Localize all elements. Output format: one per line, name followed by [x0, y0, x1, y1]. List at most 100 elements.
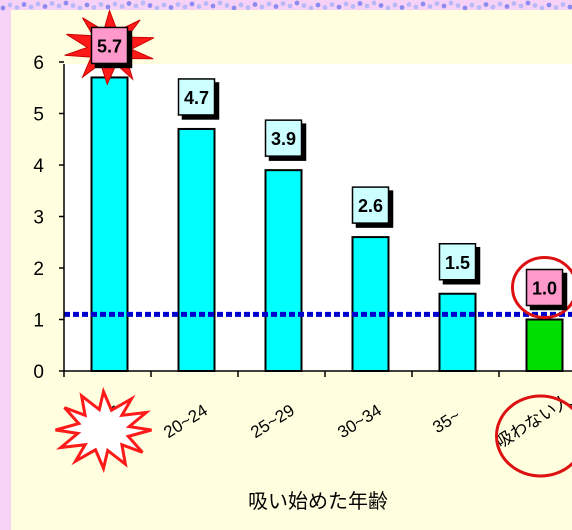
border-dot: [511, 1, 517, 6]
border-dot: [35, 1, 41, 7]
border-dot: [350, 4, 356, 9]
border-dot: [238, 2, 244, 8]
border-dot: [455, 3, 461, 8]
border-dot: [203, 1, 209, 6]
border-dot: [21, 2, 27, 7]
border-dot: [91, 5, 97, 10]
border-dot: [105, 4, 111, 10]
bar-5: [525, 318, 564, 372]
data-label-box: [90, 26, 129, 65]
border-dot: [336, 4, 342, 10]
border-dot: [175, 2, 181, 7]
border-dot: [364, 3, 370, 9]
border-dot: [7, 2, 13, 8]
border-dot: [315, 2, 321, 8]
border-dot: [483, 2, 489, 7]
border-dot: [546, 2, 552, 8]
border-dot: [147, 3, 153, 8]
border-dot: [42, 4, 48, 9]
plot-area: [64, 64, 572, 371]
border-dot: [154, 5, 160, 11]
border-dot: [70, 3, 76, 8]
border-dot: [301, 3, 307, 8]
border-dot: [49, 1, 55, 6]
border-dot: [287, 3, 293, 9]
data-label: 1.5: [445, 253, 470, 273]
x-tick-label: 30~34: [334, 401, 385, 442]
border-dot: [259, 4, 265, 10]
border-dot: [413, 4, 419, 10]
border-dot: [420, 1, 426, 7]
border-dot: [567, 4, 572, 10]
border-dot: [553, 5, 559, 10]
border-dot: [133, 3, 139, 9]
border-dot: [56, 3, 62, 9]
border-dot: [308, 5, 314, 11]
border-dot: [448, 0, 454, 6]
burst-highlight: [55, 386, 152, 474]
border-dot: [231, 5, 237, 11]
border-dot: [434, 1, 440, 6]
border-dot: [98, 2, 104, 7]
border-dot: [427, 4, 433, 9]
circle-highlight: [495, 394, 572, 478]
border-dot: [210, 3, 216, 9]
border-dot: [539, 5, 545, 11]
border-dot: [126, 1, 132, 6]
border-dot: [0, 5, 6, 11]
border-dot: [280, 1, 286, 6]
border-dot: [441, 3, 447, 9]
border-dot: [217, 0, 223, 6]
x-tick-label: 25~29: [247, 401, 298, 442]
data-label-box: [438, 243, 477, 281]
border-dot: [357, 1, 363, 6]
x-tick-label: 35~: [429, 406, 464, 437]
border-dot: [490, 4, 496, 10]
bar-2: [264, 169, 303, 372]
border-dot: [462, 5, 468, 11]
border-dot: [63, 0, 69, 6]
border-dot: [497, 1, 503, 7]
y-tick-label: 3: [33, 208, 44, 229]
data-label: 4.7: [184, 88, 209, 108]
border-dot: [189, 1, 195, 7]
border-dot: [504, 4, 510, 9]
border-dot: [28, 4, 34, 10]
border-dot: [77, 5, 83, 11]
bar-3: [351, 236, 390, 372]
data-label: 5.7: [97, 36, 122, 56]
x-tick-label: 20~24: [160, 401, 211, 442]
data-label: 1.0: [532, 279, 557, 299]
data-label-box: [351, 186, 390, 224]
border-dot: [406, 2, 412, 7]
dotted-border-decoration: [0, 0, 572, 11]
border-dot: [119, 4, 125, 9]
y-tick-label: 2: [33, 259, 44, 280]
border-dot: [294, 0, 300, 6]
border-dot: [518, 3, 524, 9]
y-tick-label: 0: [33, 362, 44, 383]
border-dot: [399, 5, 405, 10]
bar-4: [438, 292, 477, 372]
border-dot: [560, 2, 566, 7]
border-dot: [385, 5, 391, 11]
border-dot: [469, 2, 475, 8]
x-axis-title: 吸い始めた年齢: [248, 490, 388, 513]
data-label: 2.6: [358, 196, 383, 216]
border-dot: [140, 0, 146, 6]
data-label-box: [525, 268, 564, 307]
border-dot: [371, 0, 377, 6]
border-dot: [343, 1, 349, 7]
border-dot: [266, 1, 272, 7]
y-tick-label: 4: [33, 156, 44, 177]
bar-0: [90, 76, 129, 372]
border-dot: [84, 2, 90, 8]
border-dot: [112, 1, 118, 7]
border-dot: [14, 5, 20, 10]
y-tick-label: 6: [33, 53, 44, 74]
border-dot: [476, 5, 482, 10]
border-dot: [273, 4, 279, 9]
y-tick-label: 5: [33, 105, 44, 126]
y-tick-label: 1: [33, 311, 44, 332]
